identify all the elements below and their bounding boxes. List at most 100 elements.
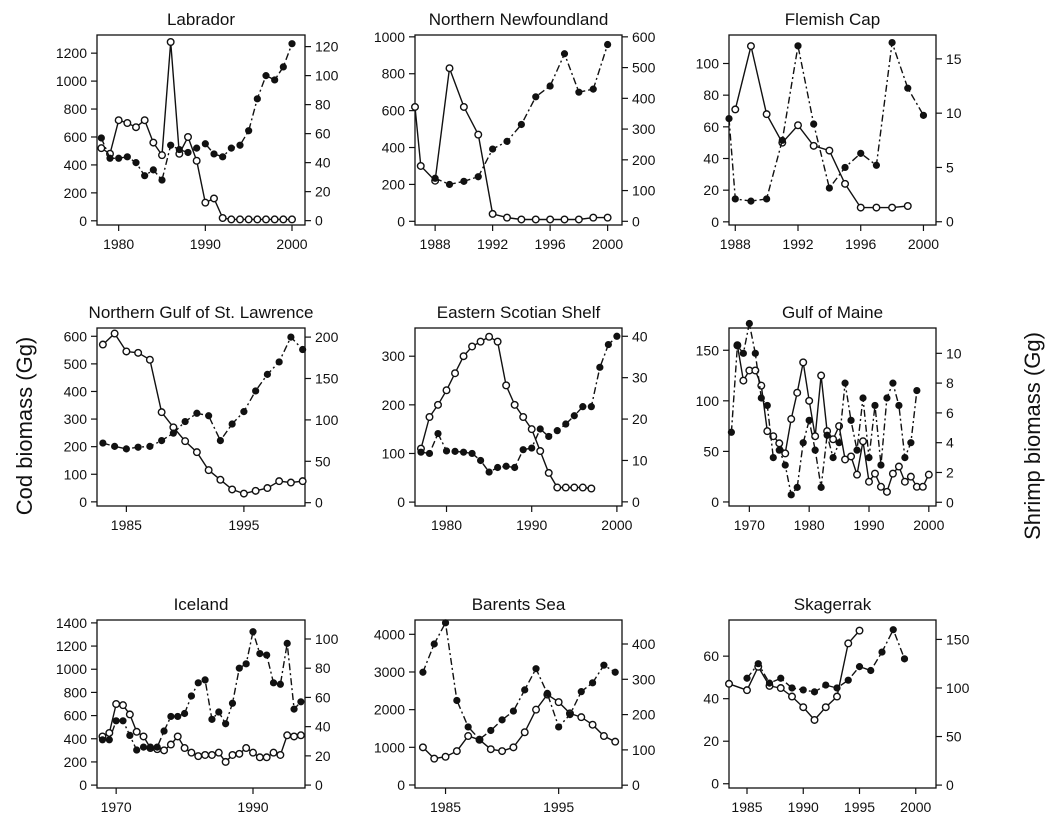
cod-data-point — [519, 413, 528, 422]
shrimp-data-point — [865, 453, 873, 462]
shrimp-data-point — [175, 145, 183, 154]
shrimp-data-point — [167, 712, 175, 721]
shrimp-data-point — [271, 76, 279, 84]
x-tick-label: 1996 — [845, 236, 876, 252]
y-tick-label-right: 50 — [946, 729, 962, 745]
cod-data-point — [762, 110, 771, 119]
y-axis-right: 0 5 10 15 — [936, 51, 962, 230]
cod-data-point — [201, 198, 210, 207]
x-tick-label: 1990 — [190, 236, 221, 252]
shrimp-data-point — [825, 184, 833, 192]
cod-data-point — [587, 484, 596, 493]
shrimp-data-point — [566, 710, 574, 719]
cod-data-point — [809, 141, 818, 150]
cod-data-point — [799, 358, 808, 367]
cod-data-point — [906, 472, 915, 481]
shrimp-data-point — [474, 173, 482, 181]
shrimp-data-point — [485, 468, 493, 476]
shrimp-data-point — [799, 686, 807, 694]
cod-data-point — [139, 732, 148, 741]
x-axis: 1985 1990 1995 2000 — [731, 788, 932, 815]
shrimp-data-point — [441, 619, 450, 627]
x-tick-label: 1988 — [420, 236, 451, 252]
cod-data-point — [825, 146, 834, 155]
plot-frame — [96, 619, 306, 789]
cod-data-point — [888, 469, 897, 478]
y-axis-right: 0 50 100 150 — [936, 631, 970, 793]
cod-data-point — [145, 355, 154, 364]
shrimp-data-point — [587, 403, 595, 411]
cod-data-point — [574, 215, 583, 224]
plot-frame — [96, 327, 306, 507]
cod-data-point — [751, 366, 760, 375]
y-tick-label-left: 200 — [64, 754, 88, 770]
shrimp-data-point — [805, 416, 813, 424]
cod-data-point — [844, 639, 853, 648]
y-tick-label-left: 2000 — [374, 702, 405, 718]
y-tick-label-left: 1200 — [56, 638, 87, 654]
y-tick-label-left: 200 — [64, 185, 88, 201]
cod-data-point — [192, 448, 201, 457]
y-tick-label-left: 0 — [79, 777, 87, 793]
cod-data-point — [98, 340, 107, 349]
shrimp-data-point — [194, 679, 202, 687]
shrimp-data-point — [459, 448, 468, 456]
y-tick-label-right: 200 — [632, 152, 656, 168]
shrimp-data-point — [288, 40, 296, 48]
y-tick-label-right: 5 — [946, 159, 954, 175]
y-tick-label-right: 20 — [315, 748, 331, 764]
y-tick-label-right: 8 — [946, 375, 954, 391]
y-tick-label-left: 40 — [703, 691, 719, 707]
shrimp-data-point — [208, 715, 216, 723]
y-tick-label-left: 800 — [64, 101, 88, 117]
y-tick-label-right: 40 — [632, 328, 648, 344]
cod-data-point — [228, 750, 237, 759]
x-tick-label: 1980 — [794, 517, 825, 533]
cod-data-point — [527, 425, 536, 434]
shrimp-data-point — [184, 148, 192, 157]
shrimp-data-point — [419, 668, 427, 676]
y-tick-label-left: 40 — [703, 151, 719, 167]
cod-data-point — [131, 123, 140, 132]
x-tick-label: 1985 — [430, 799, 461, 815]
cod-data-point — [553, 483, 562, 492]
cod-data-point — [841, 455, 850, 464]
shrimp-data-point — [765, 679, 774, 687]
shrimp-data-point — [434, 429, 442, 438]
cod-data-point — [794, 121, 803, 130]
cod-data-point — [286, 478, 295, 487]
shrimp-data-point — [222, 720, 230, 728]
shrimp-data-point — [596, 363, 604, 371]
shrimp-data-point — [560, 50, 569, 58]
cod-data-point — [244, 215, 253, 224]
cod-data-point — [180, 744, 189, 753]
cod-data-point — [416, 161, 425, 170]
shrimp-data-point — [133, 746, 141, 754]
y-tick-label-left: 50 — [703, 443, 719, 459]
shrimp-data-point — [579, 403, 587, 411]
y-tick-label-left: 20 — [703, 182, 719, 198]
shrimp-data-point — [146, 743, 154, 751]
cod-data-point — [510, 400, 519, 409]
y-tick-label-right: 10 — [946, 105, 962, 121]
cod-data-point — [157, 151, 166, 160]
y-tick-label-left: 80 — [703, 87, 719, 103]
shrimp-data-point — [835, 439, 843, 447]
shrimp-data-point — [543, 689, 551, 698]
shrimp-data-point — [853, 446, 861, 454]
y-tick-label-right: 150 — [315, 371, 339, 387]
y-tick-label-right: 0 — [632, 777, 640, 793]
cod-data-point — [207, 750, 216, 759]
cod-data-point — [577, 713, 586, 722]
shrimp-data-point — [453, 696, 461, 705]
x-tick-label: 1980 — [431, 517, 462, 533]
cod-data-point — [502, 381, 511, 390]
cod-data-point — [743, 686, 752, 695]
y-tick-label-right: 20 — [315, 184, 331, 200]
shrimp-data-point — [857, 149, 865, 157]
shrimp-data-point — [833, 684, 841, 692]
shrimp-data-point — [169, 429, 177, 437]
cod-data-point — [204, 466, 213, 475]
x-tick-label: 1990 — [516, 517, 547, 533]
chart-panel: Gulf of Maine 0 50 100 150 0 2 4 6 8 10 1970 1980 199… — [696, 303, 962, 533]
